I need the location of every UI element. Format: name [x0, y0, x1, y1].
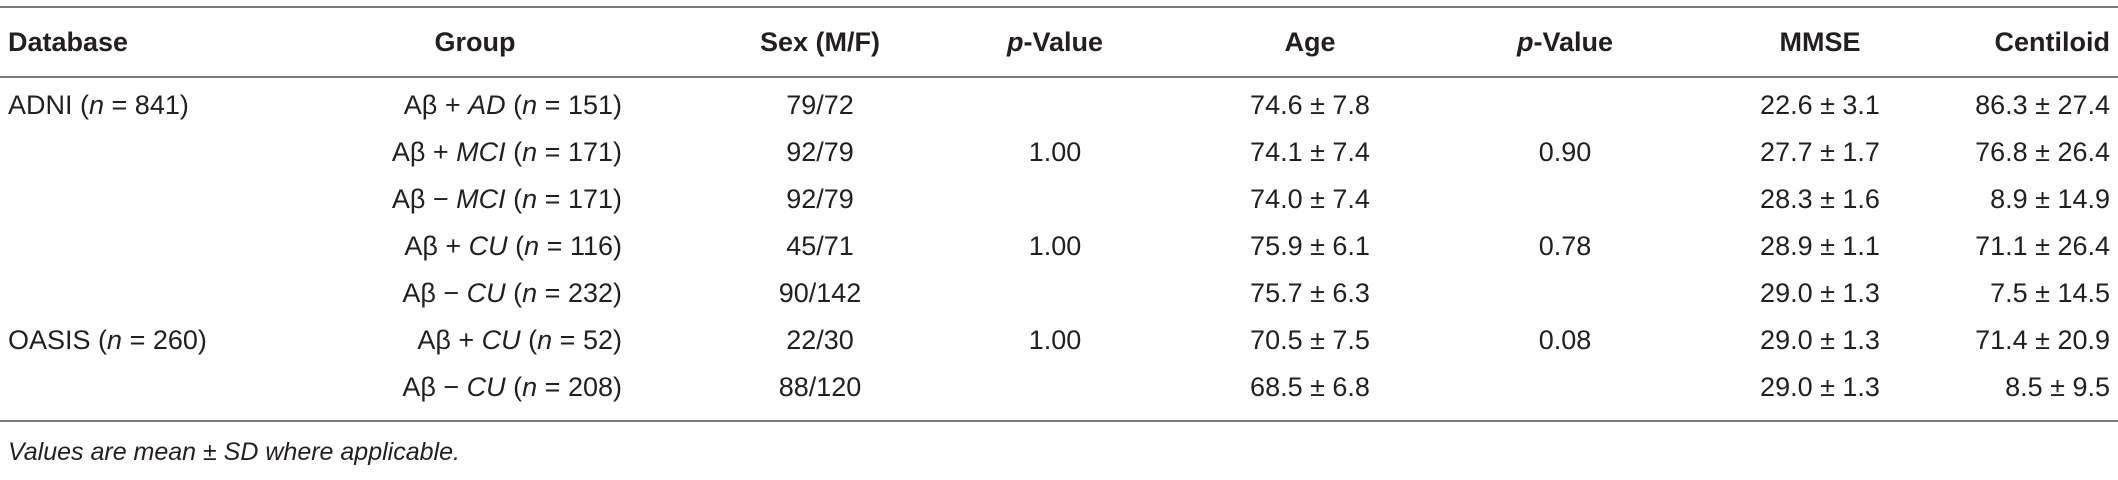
p-value-sex-cell: [950, 176, 1160, 223]
p-value-age-cell: 0.78: [1538, 231, 1592, 261]
database-cell-oasis: OASIS (n = 260): [8, 325, 207, 355]
age-cell: 74.6 ± 7.8: [1250, 90, 1370, 120]
table-row: OASIS (n = 260) Aβ + CU (n = 52) 22/30 1…: [0, 317, 2118, 364]
mmse-cell: 28.9 ± 1.1: [1760, 231, 1880, 261]
sex-cell: 92/79: [786, 137, 854, 167]
group-cell: Aβ + AD (n = 151): [403, 90, 622, 120]
group-cell: Aβ − MCI (n = 171): [391, 184, 622, 214]
mmse-cell: 22.6 ± 3.1: [1760, 90, 1880, 120]
p-value-sex-cell: 1.00: [1028, 137, 1082, 167]
mmse-cell: 29.0 ± 1.3: [1760, 325, 1880, 355]
mmse-cell: 28.3 ± 1.6: [1760, 184, 1880, 214]
table-row: Aβ + MCI (n = 171) 92/79 1.00 74.1 ± 7.4…: [0, 129, 2118, 176]
group-cell: Aβ − CU (n = 208): [402, 372, 622, 402]
database-cell-empty: [0, 129, 260, 176]
p-value-age-cell: [1460, 364, 1670, 411]
col-header-age: Age: [1284, 26, 1336, 57]
sex-cell: 22/30: [786, 325, 854, 355]
group-cell: Aβ − CU (n = 232): [402, 278, 622, 308]
p-value-sex-cell: [950, 364, 1160, 411]
age-cell: 70.5 ± 7.5: [1250, 325, 1370, 355]
mmse-cell: 29.0 ± 1.3: [1760, 372, 1880, 402]
p-value-sex-cell: [950, 270, 1160, 317]
col-header-database: Database: [8, 26, 129, 57]
p-value-age-cell: [1460, 176, 1670, 223]
centiloid-cell: 86.3 ± 27.4: [1975, 90, 2110, 120]
age-cell: 74.1 ± 7.4: [1250, 137, 1370, 167]
database-cell-empty: [0, 270, 260, 317]
table-row: Aβ − CU (n = 232) 90/142 75.7 ± 6.3 29.0…: [0, 270, 2118, 317]
sex-cell: 90/142: [778, 278, 862, 308]
col-header-group: Group: [434, 26, 516, 57]
mmse-cell: 29.0 ± 1.3: [1760, 278, 1880, 308]
header-rule: [0, 76, 2118, 78]
p-value-age-cell: [1460, 76, 1670, 129]
group-cell: Aβ + CU (n = 116): [404, 231, 622, 261]
centiloid-cell: 71.1 ± 26.4: [1975, 231, 2110, 261]
mmse-cell: 27.7 ± 1.7: [1760, 137, 1880, 167]
demographics-table: Database Group Sex (M/F) p-Value Age p-V…: [0, 8, 2118, 411]
table-row: Aβ + CU (n = 116) 45/71 1.00 75.9 ± 6.1 …: [0, 223, 2118, 270]
top-rule: [0, 6, 2118, 8]
centiloid-cell: 8.5 ± 9.5: [2005, 372, 2110, 402]
table-row: Aβ − CU (n = 208) 88/120 68.5 ± 6.8 29.0…: [0, 364, 2118, 411]
sex-cell: 88/120: [778, 372, 862, 402]
col-header-centiloid: Centiloid: [1994, 26, 2111, 57]
age-cell: 68.5 ± 6.8: [1250, 372, 1370, 402]
table-row: ADNI (n = 841) Aβ + AD (n = 151) 79/72 7…: [0, 76, 2118, 129]
sex-cell: 79/72: [786, 90, 854, 120]
col-header-p-value-sex: p-Value: [1006, 26, 1104, 57]
col-header-mmse: MMSE: [1779, 26, 1861, 57]
p-value-age-cell: 0.90: [1538, 137, 1592, 167]
table-row: Aβ − MCI (n = 171) 92/79 74.0 ± 7.4 28.3…: [0, 176, 2118, 223]
centiloid-cell: 7.5 ± 14.5: [1990, 278, 2110, 308]
sex-cell: 92/79: [786, 184, 854, 214]
database-cell-empty: [0, 223, 260, 270]
p-value-age-cell: 0.08: [1538, 325, 1592, 355]
p-value-age-cell: [1460, 270, 1670, 317]
group-cell: Aβ + MCI (n = 171): [391, 137, 622, 167]
age-cell: 74.0 ± 7.4: [1250, 184, 1370, 214]
database-cell-adni: ADNI (n = 841): [8, 90, 189, 120]
col-header-p-value-age: p-Value: [1516, 26, 1614, 57]
p-value-sex-cell: [950, 76, 1160, 129]
database-cell-empty: [0, 176, 260, 223]
centiloid-cell: 76.8 ± 26.4: [1975, 137, 2110, 167]
centiloid-cell: 8.9 ± 14.9: [1990, 184, 2110, 214]
col-header-sex: Sex (M/F): [759, 26, 880, 57]
p-value-sex-cell: 1.00: [1028, 231, 1082, 261]
header-row: Database Group Sex (M/F) p-Value Age p-V…: [0, 8, 2118, 76]
age-cell: 75.7 ± 6.3: [1250, 278, 1370, 308]
group-cell: Aβ + CU (n = 52): [417, 325, 622, 355]
centiloid-cell: 71.4 ± 20.9: [1975, 325, 2110, 355]
sex-cell: 45/71: [786, 231, 854, 261]
age-cell: 75.9 ± 6.1: [1250, 231, 1370, 261]
bottom-rule: [0, 420, 2118, 422]
database-cell-empty: [0, 364, 260, 411]
table-footnote: Values are mean ± SD where applicable.: [8, 438, 460, 466]
p-value-sex-cell: 1.00: [1028, 325, 1082, 355]
